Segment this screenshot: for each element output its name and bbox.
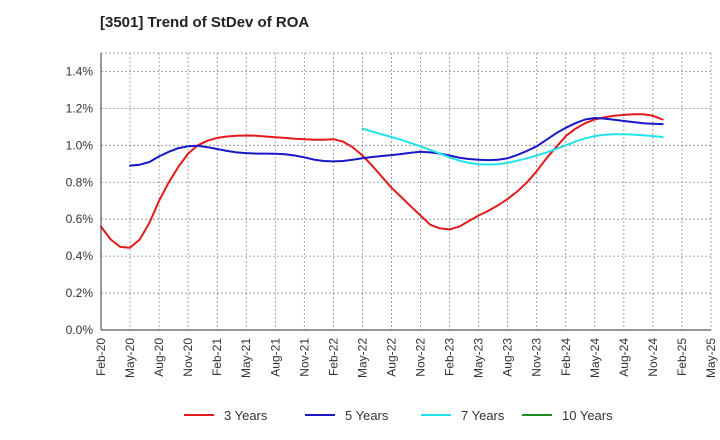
axes: 0.0% 0.2% 0.4% 0.6% 0.8% 1.0% 1.2% 1.4% Feb-20 Ma… <box>66 53 718 378</box>
x-tick-label: Nov-22 <box>414 338 428 377</box>
legend: 3 Years 5 Years 7 Years 10 Years <box>184 408 613 423</box>
x-tick-label: Aug-23 <box>501 338 515 377</box>
x-tick-label: May-20 <box>123 338 137 378</box>
legend-label-7-years: 7 Years <box>461 408 505 423</box>
x-tick-label: Aug-24 <box>617 338 631 377</box>
legend-label-3-years: 3 Years <box>224 408 268 423</box>
y-tick-label: 0.2% <box>66 286 94 300</box>
legend-label-5-years: 5 Years <box>345 408 389 423</box>
series-line-5-years <box>129 117 664 167</box>
x-tick-label: May-21 <box>239 338 253 378</box>
x-tick-label: Feb-21 <box>210 338 224 376</box>
y-tick-label: 1.0% <box>66 138 94 152</box>
y-tick-label: 0.0% <box>66 323 94 337</box>
x-tick-label: May-22 <box>355 338 369 378</box>
x-tick-label: Nov-21 <box>297 338 311 377</box>
x-tick-label: Nov-20 <box>181 338 195 377</box>
chart-title: [3501] Trend of StDev of ROA <box>100 14 310 31</box>
x-tick-label: May-25 <box>704 338 718 378</box>
plot-background <box>101 53 711 330</box>
x-tick-label: Feb-24 <box>559 338 573 376</box>
x-tick-label: Feb-23 <box>443 338 457 376</box>
x-tick-label: Aug-20 <box>152 338 166 377</box>
series-lines <box>100 113 664 249</box>
x-tick-label: Nov-24 <box>646 338 660 377</box>
gridlines <box>101 52 712 330</box>
x-tick-label: Feb-20 <box>94 338 108 376</box>
plot-area <box>101 53 711 330</box>
x-tick-label: Aug-22 <box>384 338 398 377</box>
y-tick-label: 1.4% <box>66 64 94 78</box>
x-tick-label: Feb-22 <box>326 338 340 376</box>
x-tick-label: Aug-21 <box>268 338 282 377</box>
y-tick-label: 0.4% <box>66 249 94 263</box>
x-tick-label: Nov-23 <box>530 338 544 377</box>
x-tick-label: May-24 <box>588 338 602 378</box>
series-line-3-years <box>100 113 664 249</box>
y-tick-label: 1.2% <box>66 101 94 115</box>
y-tick-label: 0.6% <box>66 212 94 226</box>
x-tick-label: May-23 <box>472 338 486 378</box>
x-tick-label: Feb-25 <box>675 338 689 376</box>
series-line-7-years <box>361 127 664 166</box>
legend-label-10-years: 10 Years <box>562 408 613 423</box>
y-tick-label: 0.8% <box>66 175 94 189</box>
